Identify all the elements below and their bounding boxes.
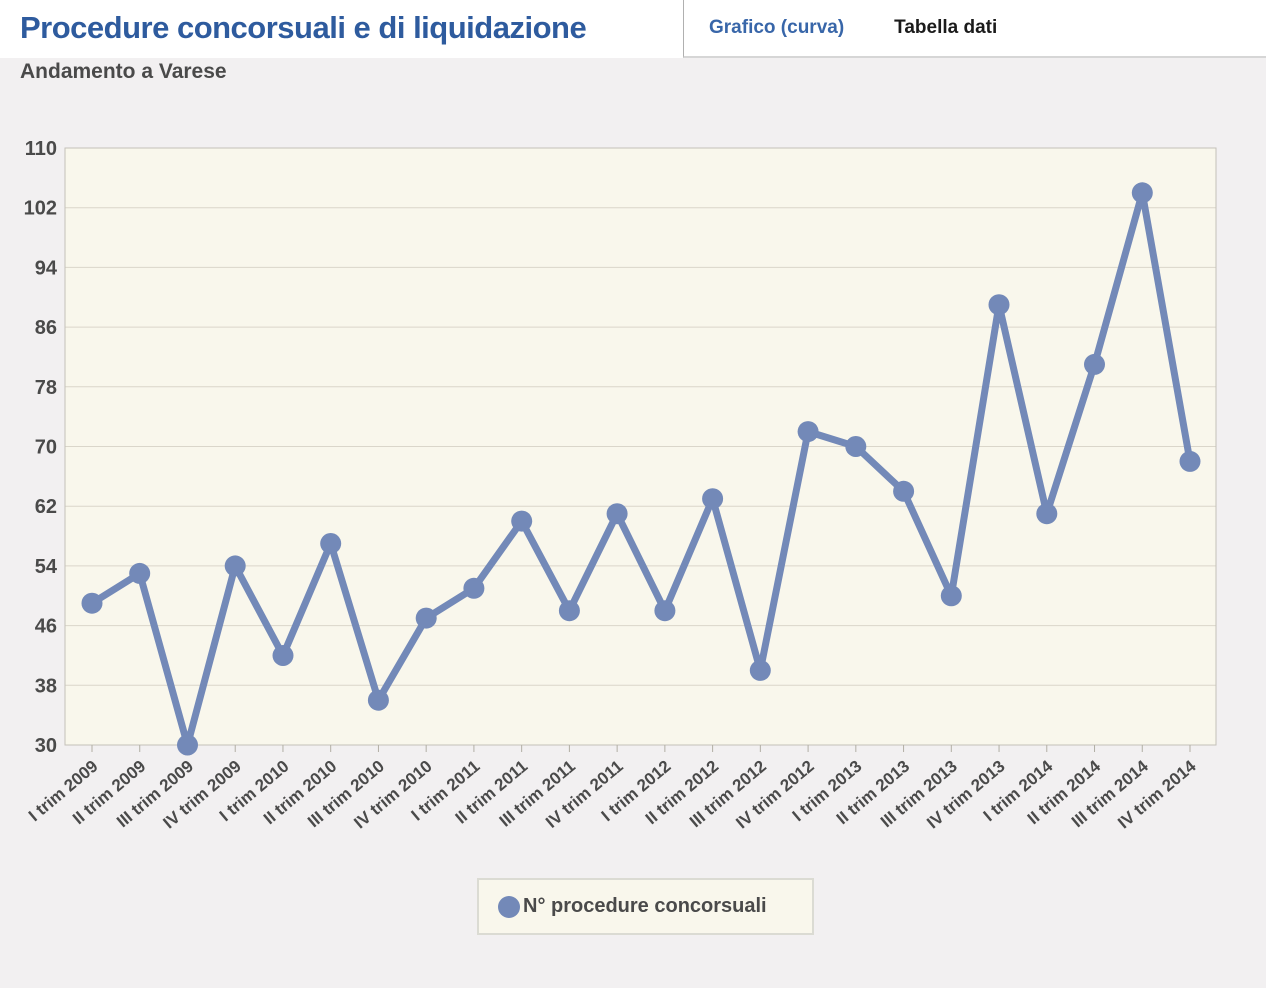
data-point[interactable] [272,645,294,666]
legend: N° procedure concorsuali [477,878,814,935]
y-tick-label: 54 [35,556,58,578]
data-point[interactable] [797,421,819,443]
data-point-markers [81,182,1201,756]
tab-bar: Grafico (curva) Tabella dati [683,0,1266,58]
y-tick-label: 94 [35,257,58,279]
data-point[interactable] [129,562,151,584]
y-tick-label: 70 [35,437,57,459]
data-point[interactable] [606,503,628,525]
plot-border [64,147,1217,746]
y-tick-label: 62 [35,496,57,518]
x-axis-ticks [91,745,1191,752]
data-point[interactable] [415,607,437,629]
data-point[interactable] [1179,450,1201,472]
data-point[interactable] [177,734,198,756]
y-tick-label: 38 [35,675,57,697]
legend-label: N° procedure concorsuali [523,895,767,917]
data-point[interactable] [893,480,915,502]
y-tick-label: 46 [35,616,57,638]
data-point[interactable] [749,659,771,681]
data-point[interactable] [1131,182,1153,204]
data-point[interactable] [1036,503,1058,525]
series-line [88,189,1194,749]
data-point[interactable] [224,555,246,577]
data-point[interactable] [511,510,533,532]
y-tick-label: 30 [35,735,57,757]
data-point[interactable] [367,689,389,711]
chart-subtitle: Andamento a Varese [20,60,227,83]
data-point[interactable] [654,600,676,622]
data-point[interactable] [463,577,485,599]
data-point[interactable] [940,585,962,607]
y-tick-label: 110 [25,138,57,160]
data-point[interactable] [702,488,724,510]
data-point[interactable] [988,294,1010,316]
data-point[interactable] [1084,353,1105,375]
y-tick-label: 78 [35,377,57,399]
y-tick-label: 86 [35,317,57,339]
tab-grafico-curva[interactable]: Grafico (curva) [709,17,845,38]
data-point[interactable] [320,533,342,554]
y-tick-label: 102 [24,198,57,220]
tab-tabella-dati[interactable]: Tabella dati [894,17,998,38]
y-axis-labels: 30 38 46 54 62 70 78 86 94 102 110 [24,138,58,757]
page-title: Procedure concorsuali e di liquidazione [20,10,587,45]
data-point[interactable] [81,592,103,614]
data-point[interactable] [558,600,580,622]
data-point[interactable] [845,436,867,457]
legend-marker-icon [498,895,520,918]
